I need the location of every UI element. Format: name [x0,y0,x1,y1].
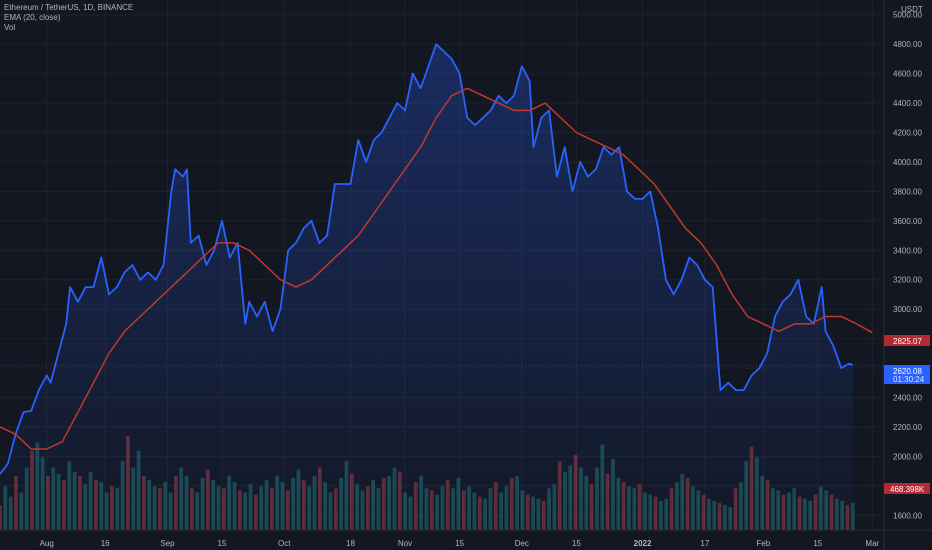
price-axis[interactable]: USDT 1600.001800.002000.002200.002400.00… [883,0,923,550]
time-tick-label: 15 [218,539,227,548]
ema-series [0,87,873,450]
time-tick-label: Mar [865,539,879,548]
price-tick-label: 3800.00 [893,187,922,196]
volume-tag [884,483,930,494]
time-tick-label: Aug [40,539,54,548]
price-tick-label: 3000.00 [893,305,922,314]
price-axis-tags: 2825.07 2620.08 01:30:24 468.398K [884,335,930,494]
last-price-tag [884,365,930,384]
time-tick-label: 15 [813,539,822,548]
time-tick-label: Nov [398,539,412,548]
ema-price-tag-text: 2825.07 [893,337,922,346]
time-axis[interactable]: Aug 16 Sep 15 Oct 18 Nov 15 Dec 15 2022 17 Feb 15 Mar [0,529,932,548]
ema-line[interactable] [0,87,873,450]
volume-legend-label[interactable]: Vol [4,23,16,32]
price-line[interactable] [0,43,854,475]
time-tick-label: 16 [101,539,110,548]
time-tick-label: 17 [700,539,709,548]
time-tick-label: Dec [515,539,529,548]
time-tick-label: 15 [572,539,581,548]
ema-legend-label[interactable]: EMA (20, close) [4,13,61,22]
price-tick-label: 4400.00 [893,99,922,108]
price-tick-label: 5000.00 [893,11,922,20]
time-tick-label: Oct [278,539,291,548]
price-tick-label: 4600.00 [893,70,922,79]
price-tick-label: 4200.00 [893,129,922,138]
price-tick-label: 4000.00 [893,158,922,167]
price-series [0,43,854,475]
price-area [0,44,853,530]
time-tick-label: 2022 [634,539,652,548]
price-tick-label: 1600.00 [893,511,922,520]
ema-price-tag [884,335,930,346]
last-price-tag-text: 2620.08 [893,367,922,376]
time-tick-label: 18 [346,539,355,548]
time-tick-label: 15 [455,539,464,548]
price-tick-label: 4800.00 [893,40,922,49]
price-tick-label: 3400.00 [893,246,922,255]
symbol-title[interactable]: Ethereum / TetherUS, 1D, BINANCE [4,3,134,12]
volume-tag-text: 468.398K [890,485,925,494]
time-tick-label: Feb [756,539,770,548]
price-tick-label: 2000.00 [893,452,922,461]
countdown-tag-text: 01:30:24 [893,375,925,384]
volume-bar [850,502,855,530]
price-axis-unit: USDT [901,5,923,14]
price-tick-label: 3600.00 [893,217,922,226]
price-tick-label: 3200.00 [893,276,922,285]
price-area-fill [0,44,853,530]
chart-legend: Ethereum / TetherUS, 1D, BINANCE EMA (20… [4,3,133,33]
price-tick-label: 2400.00 [893,394,922,403]
price-tick-label: 2200.00 [893,423,922,432]
time-tick-label: Sep [160,539,175,548]
